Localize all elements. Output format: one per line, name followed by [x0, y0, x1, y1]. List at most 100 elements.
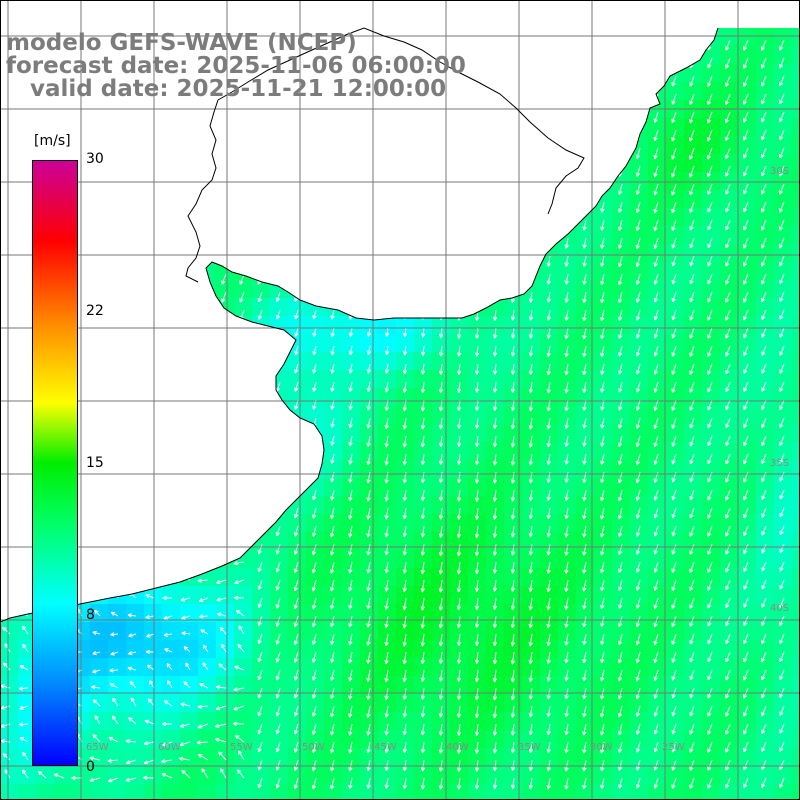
wind-arrow [421, 327, 426, 338]
wind-speed-cell [666, 316, 684, 334]
wind-arrow [743, 327, 749, 339]
wind-arrow [402, 579, 407, 592]
wind-speed-cell [666, 298, 684, 316]
wind-speed-cell [738, 622, 756, 640]
wind-speed-cell [756, 676, 774, 694]
wind-arrow [600, 291, 605, 304]
wind-speed-cell [738, 28, 756, 46]
wind-arrow [743, 543, 749, 555]
wind-speed-cell [90, 640, 108, 658]
wind-speed-cell [522, 514, 540, 532]
wind-arrow [582, 633, 587, 646]
wind-arrow [275, 579, 281, 591]
wind-speed-cell [648, 262, 666, 280]
wind-arrow [232, 721, 245, 726]
wind-arrow [564, 579, 569, 592]
wind-speed-cell [756, 154, 774, 172]
wind-speed-cell [342, 676, 360, 694]
wind-arrow [600, 219, 605, 231]
wind-arrow [546, 381, 551, 394]
wind-arrow [546, 435, 551, 448]
wind-speed-cell [756, 334, 774, 352]
wind-speed-cell [378, 442, 396, 460]
wind-arrow [492, 777, 498, 789]
wind-arrow [689, 417, 695, 429]
wind-arrow [689, 579, 695, 592]
wind-arrow [582, 417, 587, 429]
wind-speed-cell [108, 604, 126, 622]
wind-speed-cell [306, 766, 324, 784]
wind-arrow [779, 75, 785, 87]
wind-speed-cell [450, 784, 468, 800]
wind-speed-cell [792, 784, 800, 800]
wind-speed-cell [486, 622, 504, 640]
wind-speed-cell [774, 604, 792, 622]
wind-arrow [617, 705, 623, 718]
wind-arrow [582, 597, 587, 610]
wind-speed-cell [270, 730, 288, 748]
lat-label-30s: 30S [770, 166, 790, 177]
wind-arrow [725, 723, 731, 735]
wind-speed-cell [666, 622, 684, 640]
wind-speed-cell [144, 784, 162, 800]
wind-speed-cell [450, 316, 468, 334]
wind-speed-cell [270, 622, 288, 640]
wind-speed-cell [342, 622, 360, 640]
wind-arrow [618, 759, 623, 771]
wind-arrow [215, 723, 227, 728]
wind-speed-cell [576, 568, 594, 586]
wind-arrow [438, 525, 444, 538]
wind-arrow [311, 525, 317, 538]
wind-speed-cell [396, 730, 414, 748]
wind-arrow [617, 669, 623, 682]
wind-arrow [600, 759, 605, 772]
wind-arrow [743, 417, 749, 429]
wind-speed-cell [270, 658, 288, 676]
wind-speed-cell [522, 766, 540, 784]
wind-speed-cell [468, 514, 486, 532]
wind-arrow [384, 597, 389, 610]
wind-speed-cell [630, 604, 648, 622]
wind-speed-cell [720, 442, 738, 460]
wind-arrow [366, 525, 371, 538]
wind-arrow [707, 75, 713, 87]
wind-arrow [600, 741, 605, 754]
wind-speed-cell [684, 262, 702, 280]
wind-arrow [275, 291, 281, 302]
wind-speed-cell [648, 766, 666, 784]
wind-arrow [257, 705, 263, 717]
wind-arrow [600, 669, 605, 682]
wind-arrow [546, 741, 551, 754]
wind-speed-cell [306, 352, 324, 370]
wind-arrow [600, 687, 605, 700]
wind-arrow [402, 633, 407, 647]
wind-speed-cell [396, 658, 414, 676]
wind-speed-cell [612, 550, 630, 568]
wind-speed-cell [306, 550, 324, 568]
wind-speed-cell [504, 352, 522, 370]
wind-arrow [128, 717, 137, 725]
wind-arrow [582, 651, 587, 664]
wind-arrow [564, 453, 569, 465]
wind-speed-cell [342, 532, 360, 550]
wind-speed-cell [558, 640, 576, 658]
wind-arrow [546, 453, 551, 466]
wind-arrow [366, 597, 371, 610]
wind-speed-cell [0, 766, 18, 784]
wind-arrow [600, 579, 605, 592]
wind-arrow [600, 201, 605, 213]
wind-arrow [92, 669, 101, 674]
wind-arrow [456, 705, 462, 718]
wind-arrow [402, 759, 408, 772]
wind-arrow [761, 669, 767, 681]
wind-speed-cell [576, 424, 594, 442]
wind-arrow [197, 753, 209, 761]
wind-speed-cell [648, 550, 666, 568]
wind-arrow [366, 489, 371, 502]
wind-arrow [600, 273, 605, 286]
wind-speed-cell [198, 658, 216, 676]
wind-arrow [564, 435, 569, 447]
wind-speed-cell [756, 172, 774, 190]
wind-speed-cell [378, 784, 396, 800]
wind-arrow [312, 489, 317, 501]
